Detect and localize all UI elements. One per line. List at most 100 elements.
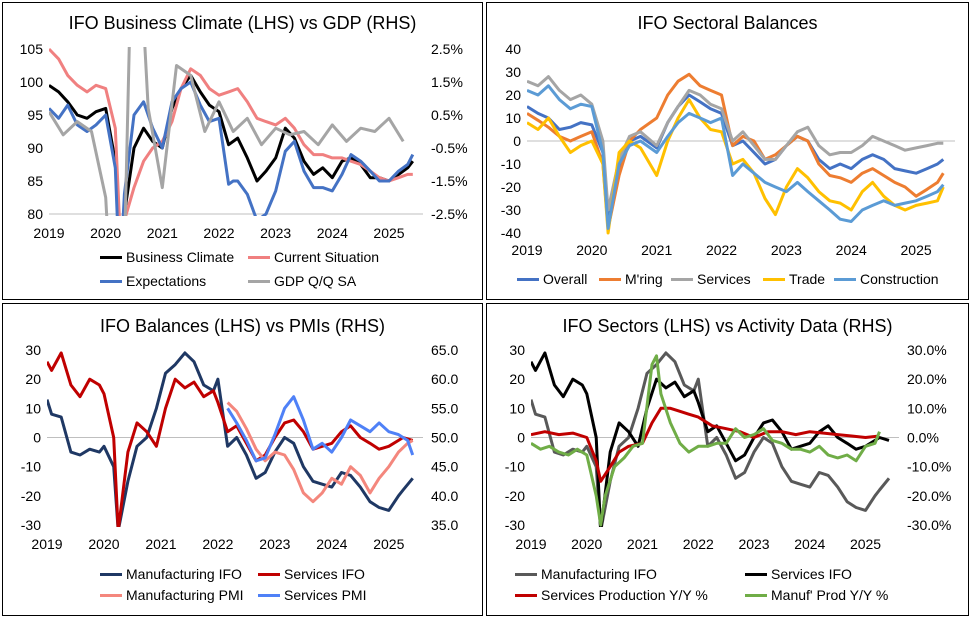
x-tick-label: 2020 xyxy=(576,242,607,258)
y-tick-label: 20 xyxy=(505,87,521,103)
legend-item: Current Situation xyxy=(248,249,379,265)
legend-label: Business Climate xyxy=(126,249,235,265)
y-right-tick-label: 0.5% xyxy=(431,107,463,123)
y-right-tick-label: 65.0 xyxy=(431,342,458,358)
x-tick-label: 2024 xyxy=(794,536,825,552)
y-tick-label: 20 xyxy=(25,371,41,387)
y-tick-label: 30 xyxy=(25,342,41,358)
chart-title: IFO Balances (LHS) vs PMIs (RHS) xyxy=(99,316,386,336)
legend-item: Trade xyxy=(763,271,825,287)
legend-swatch xyxy=(745,572,767,576)
chart-panel-ifo-vs-pmi: IFO Balances (LHS) vs PMIs (RHS) -30 -20-… xyxy=(2,303,483,616)
x-tick-label: 2019 xyxy=(515,536,546,552)
legend-item: Construction xyxy=(834,271,939,287)
legend-swatch xyxy=(517,277,539,281)
chart-panel-business-climate: IFO Business Climate (LHS) vs GDP (RHS) … xyxy=(2,2,483,300)
legend-swatch xyxy=(258,593,280,597)
y-tick-label: 95 xyxy=(27,107,43,123)
legend-label: Services IFO xyxy=(284,566,365,582)
chart-plot: -30 -20 -10 0 10 20 30 -30.0% -20.0% -10.0% 0.0% 10… xyxy=(505,342,952,552)
chart-panel-sectoral-balances: IFO Sectoral Balances -40 -30 -20 -10 0 10 20 3… xyxy=(486,2,969,300)
legend-label: Services Production Y/Y % xyxy=(541,587,708,603)
legend-swatch xyxy=(515,572,537,576)
legend-label: Trade xyxy=(789,271,826,287)
y-right-tick-label: 2.5% xyxy=(431,41,463,57)
y-right-tick-label: 55.0 xyxy=(431,400,458,416)
y-tick-label: -20 xyxy=(21,488,41,504)
series-line xyxy=(47,351,414,527)
legend-swatch xyxy=(258,572,280,576)
x-tick-label: 2020 xyxy=(88,536,119,552)
y-right-tick-label: -30.0% xyxy=(907,517,951,533)
series-line xyxy=(49,47,405,216)
y-right-tick-label: 1.5% xyxy=(431,74,463,90)
series-line xyxy=(527,72,945,230)
series-line xyxy=(527,93,945,223)
legend-item: Manufacturing PMI xyxy=(100,587,244,603)
y-tick-label: -20 xyxy=(501,179,521,195)
y-right-tick-label: 30.0% xyxy=(907,342,947,358)
x-tick-label: 2021 xyxy=(147,225,178,241)
legend-item: Services Production Y/Y % xyxy=(515,587,708,603)
x-tick-label: 2025 xyxy=(850,536,881,552)
series-line xyxy=(531,406,880,483)
x-tick-label: 2024 xyxy=(316,536,347,552)
y-tick-label: -30 xyxy=(505,517,525,533)
chart-title: IFO Business Climate (LHS) vs GDP (RHS) xyxy=(68,13,417,33)
series-line xyxy=(527,75,944,212)
legend-label: Services IFO xyxy=(771,566,852,582)
x-tick-label: 2019 xyxy=(33,225,64,241)
chart-plot: -30 -20 -10 0 10 20 30 35.0 40.0 45.0 50.0 55.0 60.0… xyxy=(21,342,459,552)
legend-swatch xyxy=(248,255,270,259)
y-tick-label: 105 xyxy=(20,41,44,57)
y-right-tick-label: -1.5% xyxy=(431,173,468,189)
legend-swatch xyxy=(515,593,537,597)
legend-item: Services IFO xyxy=(258,566,365,582)
x-tick-label: 2022 xyxy=(706,242,737,258)
legend-label: Manuf' Prod Y/Y % xyxy=(771,587,889,603)
y-right-tick-label: -10.0% xyxy=(907,459,951,475)
x-tick-label: 2023 xyxy=(260,225,291,241)
y-tick-label: 10 xyxy=(509,400,525,416)
x-tick-label: 2025 xyxy=(901,242,932,258)
series-line xyxy=(531,351,890,527)
legend-item: Business Climate xyxy=(100,249,234,265)
legend-swatch xyxy=(100,279,122,283)
x-tick-label: 2022 xyxy=(683,536,714,552)
legend-swatch xyxy=(100,572,122,576)
series-line xyxy=(47,351,414,527)
series-line xyxy=(527,84,945,230)
y-tick-label: 90 xyxy=(27,140,43,156)
legend-swatch xyxy=(745,593,767,597)
y-tick-label: 0 xyxy=(33,430,41,446)
legend-item: Manufacturing IFO xyxy=(515,566,657,582)
y-right-tick-label: 40.0 xyxy=(431,488,458,504)
y-tick-label: -20 xyxy=(505,488,525,504)
legend-label: Overall xyxy=(543,271,588,287)
y-tick-label: -40 xyxy=(501,225,521,241)
legend-label: Services PMI xyxy=(284,587,367,603)
legend-item: Services xyxy=(671,271,751,287)
x-tick-label: 2024 xyxy=(317,225,348,241)
y-tick-label: -30 xyxy=(501,202,521,218)
x-tick-label: 2023 xyxy=(771,242,802,258)
series-line xyxy=(226,401,414,504)
legend-swatch xyxy=(834,277,856,281)
legend-label: Construction xyxy=(860,271,939,287)
y-right-tick-label: 0.0% xyxy=(907,430,939,446)
legend-item: Services IFO xyxy=(745,566,852,582)
x-tick-label: 2022 xyxy=(202,536,233,552)
y-tick-label: -10 xyxy=(505,459,525,475)
y-tick-label: -30 xyxy=(21,517,41,533)
y-right-tick-label: -2.5% xyxy=(431,206,468,222)
series-line xyxy=(531,351,891,527)
y-tick-label: 30 xyxy=(505,64,521,80)
legend-label: M'ring xyxy=(625,271,663,287)
y-tick-label: 10 xyxy=(505,110,521,126)
y-tick-label: 85 xyxy=(27,173,43,189)
y-tick-label: 20 xyxy=(509,371,525,387)
series-line xyxy=(527,98,945,235)
legend-label: Services xyxy=(697,271,751,287)
legend-label: Manufacturing PMI xyxy=(126,587,244,603)
y-right-tick-label: 20.0% xyxy=(907,371,947,387)
